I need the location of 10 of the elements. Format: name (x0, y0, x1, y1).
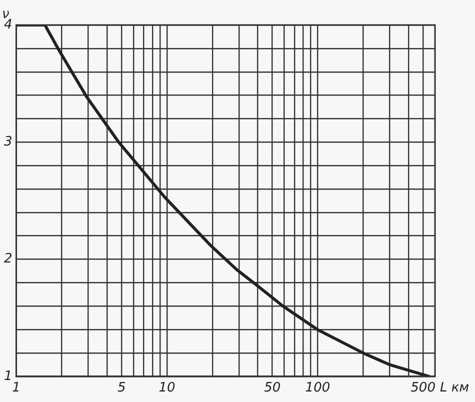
x-tick-label: 5 (117, 380, 126, 396)
x-tick-label: 100 (305, 380, 330, 396)
y-tick-label: 2 (4, 252, 12, 267)
y-tick-label: 4 (4, 17, 12, 32)
x-tick-label: 50 (264, 380, 281, 396)
y-tick-label: 3 (4, 134, 12, 150)
x-axis-title: L км (440, 380, 470, 396)
y-tick-label: 1 (4, 368, 12, 384)
x-tick-label: 10 (158, 380, 176, 396)
x-tick-label: 500 (410, 380, 436, 396)
